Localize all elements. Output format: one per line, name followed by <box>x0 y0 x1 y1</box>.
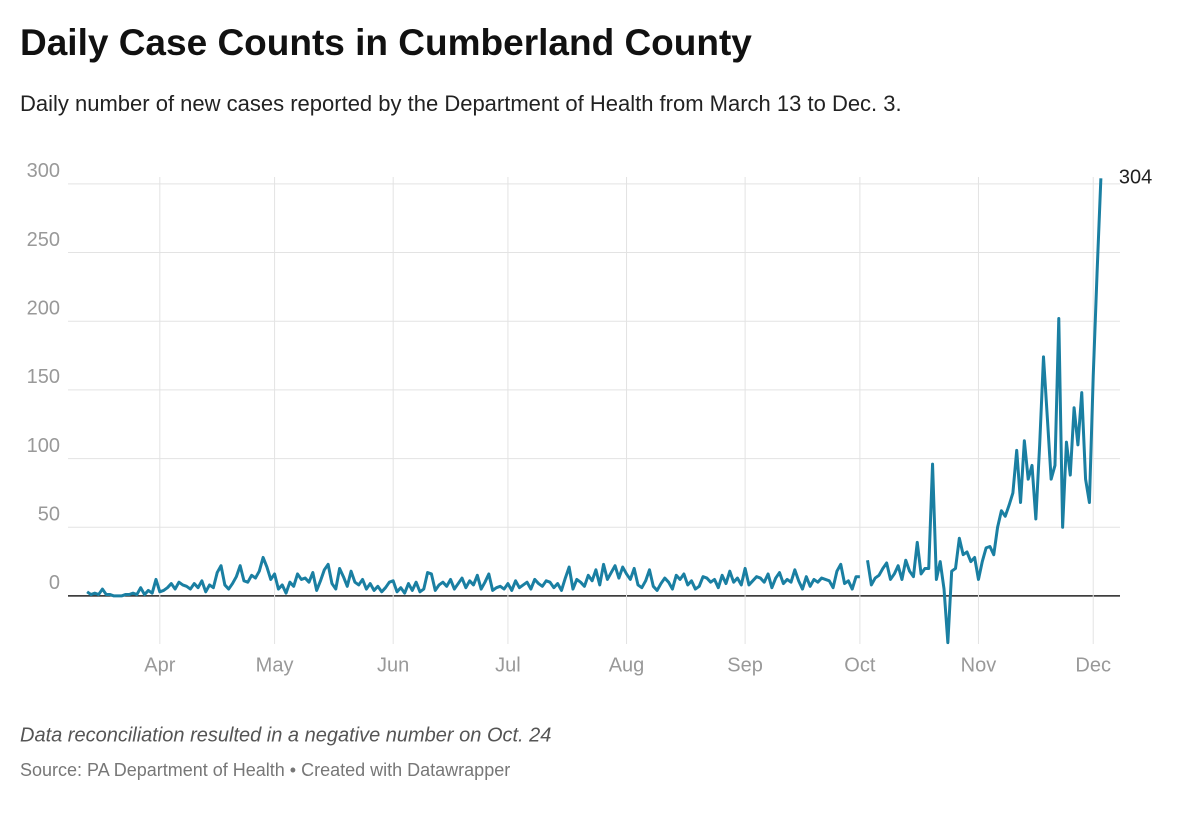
chart-note: Data reconciliation resulted in a negati… <box>20 724 551 746</box>
x-tick-label: Aug <box>609 654 645 676</box>
y-tick-label: 0 <box>49 572 60 594</box>
x-tick-label: Jul <box>495 654 521 676</box>
chart-subtitle: Daily number of new cases reported by th… <box>20 91 902 116</box>
chart-title: Daily Case Counts in Cumberland County <box>20 22 752 63</box>
x-tick-label: Jun <box>377 654 409 676</box>
x-tick-label: Oct <box>844 654 876 676</box>
chart-source: Source: PA Department of Health • Create… <box>20 760 510 780</box>
y-tick-label: 50 <box>38 504 60 526</box>
x-tick-label: Nov <box>961 654 997 676</box>
y-tick-label: 200 <box>27 298 60 320</box>
end-label: 304 <box>1119 167 1152 189</box>
y-tick-label: 150 <box>27 366 60 388</box>
y-tick-label: 300 <box>27 160 60 182</box>
y-tick-label: 250 <box>27 229 60 251</box>
x-tick-label: Apr <box>144 654 175 676</box>
plot: 304 <box>86 167 1152 645</box>
x-tick-label: Dec <box>1075 654 1111 676</box>
grid: 0 50 100 150 200 250 300 Apr May Jun Jul Aug Sep Oct N… <box>27 160 1120 676</box>
y-tick-label: 100 <box>27 435 60 457</box>
x-tick-label: May <box>256 654 294 676</box>
x-tick-label: Sep <box>727 654 763 676</box>
data-line <box>86 178 1103 645</box>
